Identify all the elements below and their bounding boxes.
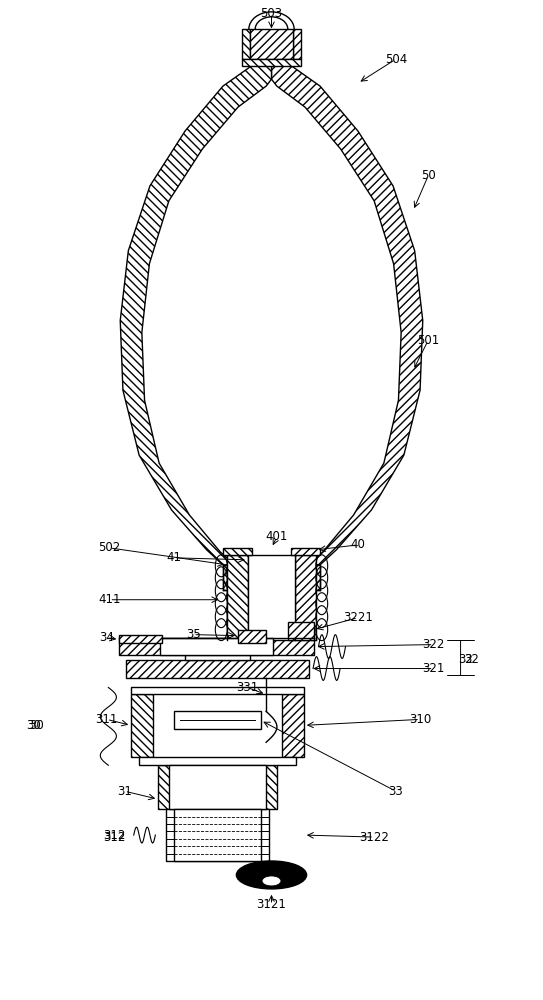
Bar [185, 655, 250, 660]
Text: 502: 502 [98, 541, 121, 554]
Polygon shape [293, 29, 301, 59]
Bar [227, 555, 248, 640]
Bar [174, 711, 261, 729]
Bar [125, 660, 310, 678]
Bar [174, 809, 261, 861]
Polygon shape [250, 29, 293, 59]
Text: 30: 30 [27, 719, 41, 732]
Polygon shape [120, 56, 272, 565]
Text: 50: 50 [421, 169, 435, 182]
Polygon shape [242, 29, 250, 59]
Bar [160, 638, 273, 655]
Text: 322: 322 [422, 638, 445, 651]
Bar [238, 630, 266, 643]
Bar [158, 765, 277, 809]
Bar [119, 638, 314, 655]
Text: 3221: 3221 [343, 611, 373, 624]
Bar [248, 555, 295, 640]
Polygon shape [242, 59, 301, 66]
Bar [166, 809, 269, 861]
Text: 311: 311 [96, 713, 118, 726]
Text: 331: 331 [236, 681, 258, 694]
Text: 503: 503 [261, 7, 282, 20]
Text: 3121: 3121 [256, 898, 287, 911]
Text: 41: 41 [167, 551, 182, 564]
Text: 34: 34 [99, 631, 114, 644]
Bar [223, 548, 252, 555]
Bar [282, 694, 304, 757]
Text: 504: 504 [384, 53, 407, 66]
Text: 321: 321 [422, 662, 445, 675]
Bar [288, 622, 314, 640]
Text: 33: 33 [388, 785, 403, 798]
Bar [119, 635, 162, 643]
Text: 35: 35 [186, 628, 200, 641]
Text: 411: 411 [98, 593, 121, 606]
Text: 401: 401 [266, 530, 288, 543]
Polygon shape [308, 565, 320, 590]
Text: 32: 32 [458, 653, 473, 666]
Ellipse shape [236, 861, 307, 889]
Text: 312: 312 [104, 829, 126, 842]
Bar [295, 555, 316, 640]
Text: 310: 310 [409, 713, 431, 726]
Text: 31: 31 [117, 785, 132, 798]
Polygon shape [223, 565, 235, 590]
Bar [131, 687, 304, 694]
Bar [139, 757, 296, 765]
Text: 40: 40 [350, 538, 365, 551]
Text: 312: 312 [104, 831, 126, 844]
Bar [131, 694, 153, 757]
Ellipse shape [262, 876, 281, 886]
Text: 501: 501 [417, 334, 439, 347]
Text: 30: 30 [29, 719, 44, 732]
Polygon shape [272, 56, 423, 565]
Bar [291, 548, 320, 555]
Text: 3122: 3122 [359, 831, 389, 844]
Text: 32: 32 [464, 653, 479, 666]
Bar [169, 765, 266, 809]
